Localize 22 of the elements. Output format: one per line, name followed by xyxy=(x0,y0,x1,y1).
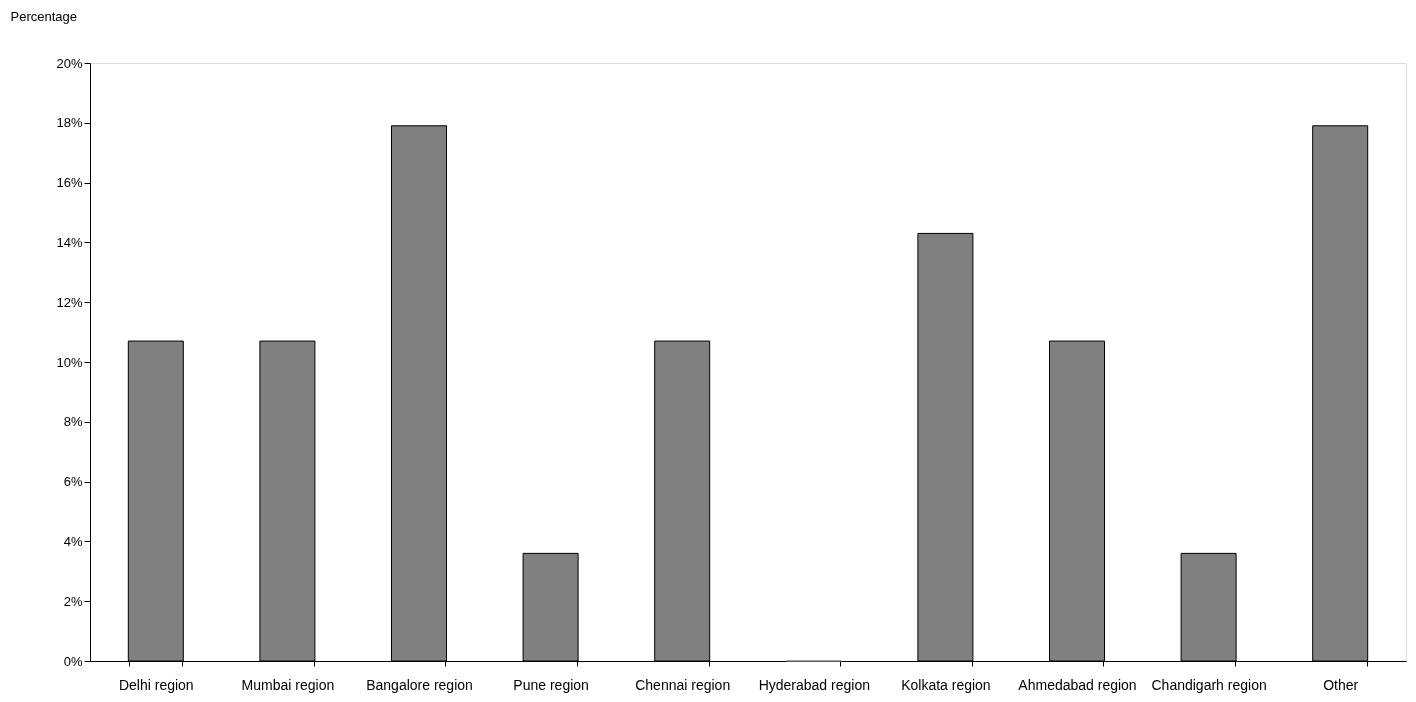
x-tick-label: Hyderabad region xyxy=(758,676,870,693)
y-tick-label: 8% xyxy=(63,414,83,430)
y-tick-label: 14% xyxy=(56,234,83,250)
y-tick-label: 4% xyxy=(63,533,83,549)
y-tick-label: 10% xyxy=(56,354,83,370)
x-tick-label: Chandigarh region xyxy=(1151,676,1267,693)
y-tick-label: 16% xyxy=(56,175,83,191)
x-tick-label: Delhi region xyxy=(118,676,194,693)
y-tick-label: 0% xyxy=(63,653,83,669)
x-tick-label: Pune region xyxy=(513,676,589,693)
y-tick-label: 2% xyxy=(63,593,83,609)
x-tick-label: Kolkata region xyxy=(901,676,991,693)
y-tick-label: 6% xyxy=(63,474,83,490)
y-axis-title: Percentage xyxy=(10,8,77,24)
x-tick-label: Chennai region xyxy=(635,676,731,693)
y-tick-label: 18% xyxy=(56,115,83,131)
y-tick-label: 20% xyxy=(56,55,83,71)
y-tick-label: 12% xyxy=(56,294,83,310)
x-tick-label: Ahmedabad region xyxy=(1018,676,1137,693)
x-tick-label: Other xyxy=(1323,676,1359,693)
x-tick-label: Mumbai region xyxy=(241,676,335,693)
x-tick-label: Bangalore region xyxy=(366,676,473,693)
